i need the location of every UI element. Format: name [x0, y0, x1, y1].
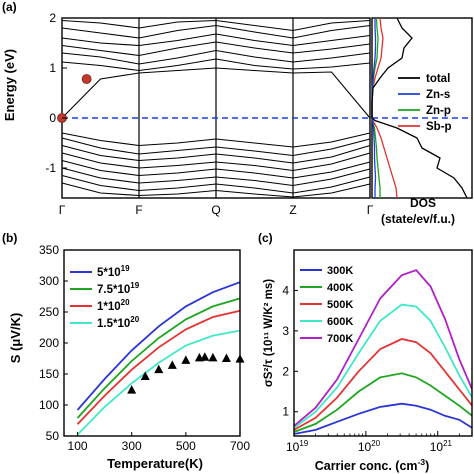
pf-ytick-label: 2 [282, 364, 289, 378]
seebeck-xlabel: Temperature(K) [107, 456, 203, 471]
panel-label-a: (a) [2, 0, 17, 14]
pf-ylabel: σS²/τ (10¹¹ W/K² ms) [263, 279, 275, 387]
pf-xtick-label-base: 10 [286, 440, 300, 454]
pf-ytick-label: 3 [282, 324, 289, 338]
dos-xlabel-units: (state/ev/f.u.) [381, 212, 455, 226]
dos-legend-label: Sb-p [426, 121, 452, 133]
seebeck-xtick-label: 300 [122, 439, 142, 453]
pf-legend-label: 500K [327, 299, 353, 311]
kpoint-label: F [135, 203, 142, 217]
seebeck-legend-label-exp: 19 [121, 264, 130, 273]
band-structure-plot: Γ F Q Z Γ -1 0 1 2 [45, 11, 373, 217]
seebeck-ytick-label: 50 [46, 429, 60, 443]
kpoint-label: Z [289, 203, 296, 217]
dos-xlabel: DOS [410, 196, 436, 210]
seebeck-ytick-label: 150 [39, 367, 59, 381]
pf-xlabel: Carrier conc. (cm-3) [315, 457, 430, 473]
band-ytick-label: 2 [49, 11, 56, 25]
seebeck-legend-label: 7.5*1019 [97, 281, 140, 296]
pf-curve [294, 373, 472, 432]
band-marker [82, 75, 91, 84]
dos-legend-label: Zn-p [426, 105, 451, 117]
seebeck-legend-label-base: 5*10 [97, 267, 121, 279]
band-ytick-label: -1 [45, 161, 56, 175]
seebeck-legend-label-base: 1*10 [97, 301, 121, 313]
seebeck-xtick-label: 500 [176, 439, 196, 453]
dos-legend-label: total [426, 73, 450, 85]
pf-legend-label: 600K [327, 316, 353, 328]
pf-legend-label: 300K [327, 265, 353, 277]
pf-xtick-label-base: 10 [358, 440, 372, 454]
pf-curve [294, 305, 472, 428]
dos-legend-label: Zn-s [426, 89, 450, 101]
experiment-triangle [200, 352, 209, 361]
experiment-triangle [208, 353, 217, 362]
seebeck-ytick-label: 350 [39, 243, 59, 257]
dos-frame [372, 18, 472, 198]
seebeck-ytick-label: 250 [39, 305, 59, 319]
pf-ytick-label: 4 [282, 283, 289, 297]
seebeck-ytick-label: 200 [39, 336, 59, 350]
seebeck-legend-label-base: 7.5*10 [97, 284, 130, 296]
kpoint-label: Γ [367, 203, 374, 217]
seebeck-legend-label-exp: 20 [130, 315, 139, 324]
kpoint-label: Γ [59, 203, 66, 217]
experiment-triangle [168, 360, 177, 369]
pf-xtick-label-exp: 19 [299, 439, 308, 448]
pf-xlabel-text: Carrier conc. (cm [315, 459, 418, 473]
band-ytick-label: 1 [49, 61, 56, 75]
kpoint-label: Q [211, 203, 220, 217]
pf-xtick-label-exp: 20 [371, 439, 380, 448]
dos-curve-total [372, 18, 467, 198]
seebeck-ytick-label: 100 [39, 398, 59, 412]
pf-legend-label: 400K [327, 282, 353, 294]
seebeck-xtick-label: 100 [68, 439, 88, 453]
pf-frame [294, 250, 472, 436]
seebeck-legend-label: 5*1019 [97, 264, 130, 279]
pf-xtick-label-base: 10 [430, 440, 444, 454]
seebeck-ylabel: S (μV/K) [8, 313, 23, 364]
seebeck-legend-label-exp: 20 [121, 298, 130, 307]
pf-xtick-label: 1021 [430, 439, 453, 454]
pf-xtick-label: 1019 [286, 439, 309, 454]
dos-plot: total Zn-s Zn-p Sb-p [372, 18, 472, 198]
experiment-triangle [222, 354, 231, 363]
seebeck-legend-label: 1.5*1020 [97, 315, 140, 330]
seebeck-legend-label: 1*1020 [97, 298, 130, 313]
pf-xtick-label: 1020 [358, 439, 381, 454]
band-ytick-label: 0 [49, 111, 56, 125]
panel-label-c: (c) [258, 231, 273, 245]
pf-legend-label: 700K [327, 333, 353, 345]
seebeck-legend-label-exp: 19 [130, 281, 139, 290]
pf-xlabel-end: ) [425, 459, 429, 473]
pf-curve [294, 404, 472, 434]
panel-label-b: (b) [2, 231, 17, 245]
seebeck-legend-label-base: 1.5*10 [97, 318, 130, 330]
seebeck-xtick-label: 700 [230, 439, 250, 453]
pf-xtick-label-exp: 21 [443, 439, 452, 448]
band-ylabel: Energy (eV) [2, 49, 17, 121]
experiment-triangle [181, 355, 190, 364]
pf-ytick-label: 1 [282, 405, 289, 419]
seebeck-ytick-label: 300 [39, 274, 59, 288]
